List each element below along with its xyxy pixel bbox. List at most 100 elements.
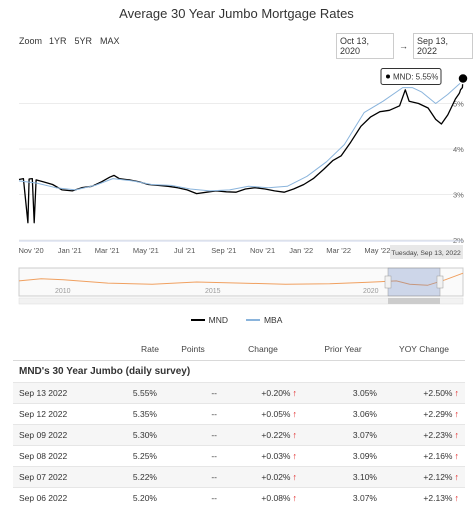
date-range-selector: Oct 13, 2020 → Sep 13, 2022 <box>336 33 473 59</box>
column-header-yoy-change: YOY Change <box>399 343 449 354</box>
up-arrow-icon: ↑ <box>454 429 460 440</box>
legend-item-mnd[interactable]: MND <box>190 315 228 325</box>
x-tick-label: Nov '21 <box>250 246 275 255</box>
navigator-label: 2015 <box>205 288 221 295</box>
column-header-rate: Rate <box>141 343 159 354</box>
navigator-label: 2020 <box>363 288 379 295</box>
tooltip-box <box>380 67 442 85</box>
column-header-change: Change <box>248 343 278 354</box>
navigator-selection[interactable] <box>387 267 441 297</box>
up-arrow-icon: ↑ <box>292 408 298 419</box>
legend-swatch-mba <box>245 319 260 321</box>
cell-yoy-change-text: +2.13% <box>423 492 453 503</box>
cell-rate: 5.35% <box>113 402 163 424</box>
cell-rate-text: 5.22% <box>132 471 157 482</box>
cell-yoy-change: +2.29% ↑ <box>383 402 465 424</box>
table-row: Sep 06 2022 5.20% -- +0.08% ↑ 3.07% +2.13% ↑ <box>13 486 465 508</box>
cell-rate-text: 5.25% <box>132 450 157 461</box>
cell-change-text: +0.20% <box>261 387 291 398</box>
navigator-handle-left[interactable] <box>384 275 392 289</box>
cell-change: +0.22% ↑ <box>223 423 303 445</box>
series-line-mnd[interactable] <box>18 78 464 224</box>
x-tick-label: May '21 <box>133 246 159 255</box>
cell-prior-year: 3.07% <box>303 486 383 508</box>
cell-yoy-change-text: +2.16% <box>423 450 453 461</box>
tooltip-bullet <box>386 74 390 79</box>
x-tick-label: Mar '22 <box>326 246 351 255</box>
cell-points-text: -- <box>211 492 217 503</box>
cell-change: +0.05% ↑ <box>223 402 303 424</box>
cell-prior-year-text: 3.10% <box>352 471 377 482</box>
zoom-1yr-button[interactable]: 1YR <box>49 36 67 46</box>
cell-rate-text: 5.55% <box>132 387 157 398</box>
up-arrow-icon: ↑ <box>454 408 460 419</box>
zoom-controls: Zoom 1YR 5YR MAX <box>19 36 121 46</box>
table-row: Sep 12 2022 5.35% -- +0.05% ↑ 3.06% +2.29% ↑ <box>13 402 465 424</box>
cell-change: +0.02% ↑ <box>223 465 303 487</box>
table-header-row: Rate Points Change Prior Year YOY Change <box>13 338 465 360</box>
up-arrow-icon: ↑ <box>454 450 460 461</box>
cell-change-text: +0.08% <box>261 492 291 503</box>
zoom-max-button[interactable]: MAX <box>100 36 120 46</box>
cell-change: +0.20% ↑ <box>223 381 303 403</box>
cell-points: -- <box>163 381 223 403</box>
cell-points-text: -- <box>211 408 217 419</box>
cell-change-text: +0.03% <box>261 450 291 461</box>
navigator-scrollbar-thumb[interactable] <box>388 298 440 304</box>
zoom-5yr-button[interactable]: 5YR <box>74 36 93 46</box>
column-header-points: Points <box>181 343 205 354</box>
cell-points: -- <box>163 423 223 445</box>
cell-rate: 5.30% <box>113 423 163 445</box>
cell-date-text: Sep 08 2022 <box>19 450 68 461</box>
cell-prior-year: 3.05% <box>303 381 383 403</box>
cell-prior-year: 3.10% <box>303 465 383 487</box>
y-tick-label: 5% <box>453 100 464 109</box>
cell-yoy-change-text: +2.29% <box>423 408 453 419</box>
legend-label-mba: MBA <box>263 315 283 325</box>
x-tick-label: Nov '20 <box>18 246 43 255</box>
navigator-label: 2010 <box>55 288 71 295</box>
cell-points-text: -- <box>211 471 217 482</box>
up-arrow-icon: ↑ <box>292 471 298 482</box>
navigator-handle-right[interactable] <box>436 275 444 289</box>
date-from-input[interactable]: Oct 13, 2020 <box>336 33 395 59</box>
navigator-scrollbar[interactable] <box>18 297 464 305</box>
cell-rate-text: 5.20% <box>132 492 157 503</box>
cell-date: Sep 06 2022 <box>13 486 113 508</box>
navigator-series <box>18 272 464 286</box>
rates-table-container: Rate Points Change Prior Year YOY Change… <box>13 338 465 508</box>
cell-prior-year-text: 3.07% <box>352 492 377 503</box>
legend-swatch-mnd <box>190 319 205 321</box>
cell-date-text: Sep 07 2022 <box>19 471 68 482</box>
legend-label-mnd: MND <box>208 315 228 325</box>
cell-yoy-change: +2.23% ↑ <box>383 423 465 445</box>
cell-yoy-change-text: +2.50% <box>423 387 453 398</box>
cell-prior-year-text: 3.07% <box>352 429 377 440</box>
table-row: Sep 07 2022 5.22% -- +0.02% ↑ 3.10% +2.12% ↑ <box>13 465 465 487</box>
hover-point[interactable] <box>457 72 469 85</box>
cell-date-text: Sep 09 2022 <box>19 429 68 440</box>
up-arrow-icon: ↑ <box>292 387 298 398</box>
rates-table: Rate Points Change Prior Year YOY Change… <box>13 338 465 508</box>
column-header-prior-year: Prior Year <box>324 343 362 354</box>
cell-date-text: Sep 13 2022 <box>19 387 68 398</box>
mortgage-rate-chart[interactable]: 2%3%4%5%Nov '20 Jan '21 Mar '21 May '21 Jul … <box>0 50 473 312</box>
cell-date-text: Sep 06 2022 <box>19 492 68 503</box>
series-line-mba[interactable] <box>18 80 464 192</box>
table-row: Sep 08 2022 5.25% -- +0.03% ↑ 3.09% +2.16% ↑ <box>13 444 465 466</box>
date-to-input[interactable]: Sep 13, 2022 <box>413 33 473 59</box>
up-arrow-icon: ↑ <box>292 429 298 440</box>
column-header-date <box>13 338 113 360</box>
chart-title: Average 30 Year Jumbo Mortgage Rates <box>119 6 354 21</box>
cell-points: -- <box>163 444 223 466</box>
cell-points-text: -- <box>211 387 217 398</box>
date-tooltip-text: Tuesday, Sep 13, 2022 <box>391 250 461 257</box>
cell-rate: 5.55% <box>113 381 163 403</box>
cell-yoy-change: +2.16% ↑ <box>383 444 465 466</box>
cell-date: Sep 12 2022 <box>13 402 113 424</box>
legend-item-mba[interactable]: MBA <box>245 315 283 325</box>
table-row: Sep 09 2022 5.30% -- +0.22% ↑ 3.07% +2.23% ↑ <box>13 423 465 445</box>
cell-date: Sep 09 2022 <box>13 423 113 445</box>
cell-points: -- <box>163 486 223 508</box>
cell-prior-year: 3.07% <box>303 423 383 445</box>
